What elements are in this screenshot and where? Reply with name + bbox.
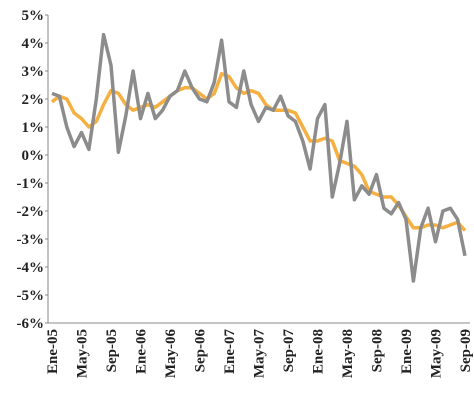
- y-tick-label: -3%: [17, 232, 45, 248]
- x-tick-label: Sep-07: [281, 329, 297, 373]
- y-tick-label: 1%: [22, 120, 45, 136]
- x-tick-label: Ene-06: [134, 329, 150, 375]
- y-tick-label: 0%: [22, 148, 45, 164]
- data-line: [50, 72, 467, 232]
- x-tick-label: Ene-05: [45, 329, 61, 374]
- x-tick-label: Ene-09: [399, 329, 415, 374]
- x-tick-label: May-05: [75, 329, 91, 378]
- y-tick-label: 3%: [22, 64, 45, 80]
- x-tick-label: Ene-07: [222, 329, 238, 375]
- x-tick-label: May-09: [429, 329, 445, 378]
- data-line: [51, 32, 467, 283]
- y-tick-label: -1%: [17, 176, 45, 192]
- y-tick-label: -2%: [17, 204, 45, 220]
- y-tick-label: 5%: [22, 8, 45, 24]
- x-tick-label: May-06: [163, 329, 179, 379]
- y-tick-label: 4%: [22, 36, 45, 52]
- x-tick-label: Ene-08: [311, 329, 327, 374]
- x-tick-label: May-08: [340, 329, 356, 378]
- y-tick-label: -5%: [17, 288, 45, 304]
- y-tick-label: 2%: [22, 92, 45, 108]
- x-tick-label: Sep-09: [458, 329, 474, 372]
- x-tick-label: Sep-08: [370, 329, 386, 372]
- y-tick-label: -6%: [17, 316, 45, 332]
- x-tick-label: Sep-05: [104, 329, 120, 372]
- x-tick-label: Sep-06: [193, 329, 209, 373]
- x-tick-label: May-07: [252, 329, 268, 379]
- y-tick-label: -4%: [17, 260, 45, 276]
